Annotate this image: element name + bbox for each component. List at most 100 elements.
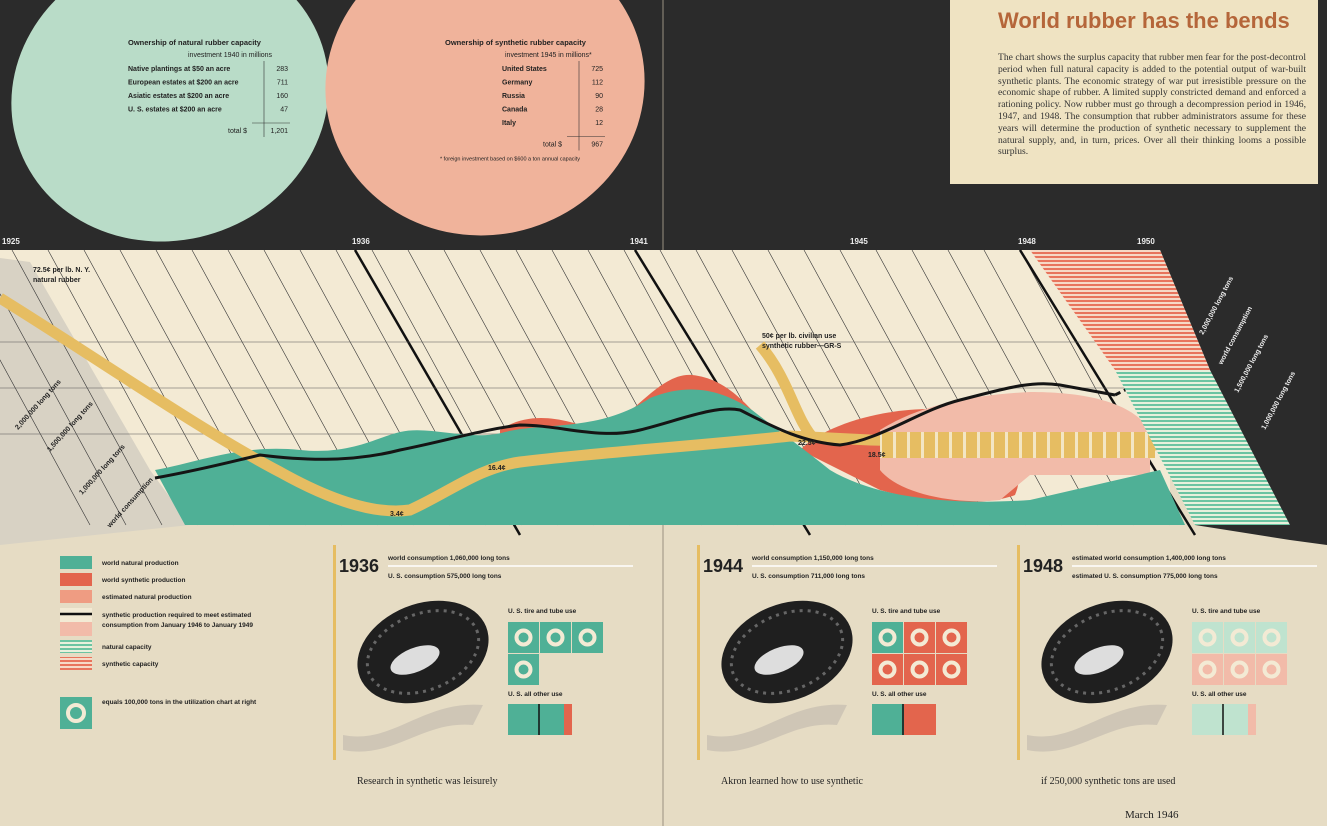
tire-icon xyxy=(572,622,603,653)
row-value: 160 xyxy=(276,93,288,100)
diagonal xyxy=(947,249,1099,526)
price-label: 72.5¢ per lb. N. Y. xyxy=(33,267,90,274)
panel-world: estimated world consumption 1,400,000 lo… xyxy=(1072,555,1226,562)
legend-swatch xyxy=(60,590,92,603)
price-point: 16.4¢ xyxy=(488,465,506,472)
legend-label: consumption from January 1946 to January… xyxy=(102,622,253,629)
tire-icon-ring xyxy=(1230,628,1249,647)
other-icon xyxy=(564,704,572,735)
legend-label: synthetic capacity xyxy=(102,661,159,668)
tire-icon-ring xyxy=(1262,628,1281,647)
other-icon xyxy=(904,704,928,735)
tire-icon-ring xyxy=(1230,660,1249,679)
tire-icon xyxy=(936,654,967,685)
price-label: natural rubber xyxy=(33,277,81,284)
total-label: total $ xyxy=(228,128,247,135)
year-label: 1950 xyxy=(1137,237,1155,246)
legend-label: natural capacity xyxy=(102,644,152,651)
panel-us: estimated U. S. consumption 775,000 long… xyxy=(1072,573,1218,580)
tire-icon-ring xyxy=(1198,628,1217,647)
tire-icon xyxy=(872,654,903,685)
title: World rubber has the bends xyxy=(998,8,1290,33)
row-label: Canada xyxy=(502,107,527,114)
synthetic-capacity xyxy=(1030,250,1210,370)
row-label: Germany xyxy=(502,80,532,87)
diagonal xyxy=(731,249,883,526)
table-subtitle: investment 1945 in millions* xyxy=(505,52,592,59)
panel-world: world consumption 1,150,000 long tons xyxy=(751,555,874,562)
legend: world natural production world synthetic … xyxy=(60,556,257,729)
diagonal xyxy=(11,249,163,526)
tire-icon xyxy=(904,622,935,653)
tire-icon-ring xyxy=(1198,660,1217,679)
panel-world: world consumption 1,060,000 long tons xyxy=(387,555,510,562)
synthetic-price-band xyxy=(755,341,820,444)
price-point: 18.5¢ xyxy=(868,452,886,459)
table-note: * foreign investment based on $600 a ton… xyxy=(440,157,580,163)
tire-icon-ring xyxy=(546,628,565,647)
panel-bar xyxy=(697,545,700,760)
legend-label: equals 100,000 tons in the utilization c… xyxy=(102,699,257,706)
tire-icon xyxy=(508,622,539,653)
year-label: 1948 xyxy=(1018,237,1036,246)
tire-icon xyxy=(1224,622,1255,653)
price-point: 22.5¢ xyxy=(798,440,816,447)
tire-label: U. S. tire and tube use xyxy=(1192,608,1261,615)
tire-label: U. S. tire and tube use xyxy=(872,608,941,615)
diagonal xyxy=(983,249,1135,526)
legend-label: estimated natural production xyxy=(102,594,192,601)
tire-tread xyxy=(729,609,845,695)
natural-oval xyxy=(11,0,329,242)
tire-rim xyxy=(754,645,804,675)
diagonal xyxy=(911,249,1063,526)
total-value: 1,201 xyxy=(270,128,288,135)
synthetic-oval xyxy=(325,0,645,236)
panel-us: U. S. consumption 711,000 long tons xyxy=(752,573,865,580)
tire-icon xyxy=(540,622,571,653)
legend-swatch xyxy=(60,573,92,586)
total-value: 967 xyxy=(591,142,603,149)
legend-label: world natural production xyxy=(101,560,179,567)
tube xyxy=(1027,704,1167,752)
table-title: Ownership of synthetic rubber capacity xyxy=(445,38,587,47)
tire-icon xyxy=(508,654,539,685)
price-label: synthetic rubber—GR-S xyxy=(762,343,842,350)
tire-label: U. S. tire and tube use xyxy=(508,608,577,615)
year-label: 1941 xyxy=(630,237,648,246)
tire-icon-ring xyxy=(878,660,897,679)
tables: Ownership of natural rubber capacity inve… xyxy=(128,38,605,163)
other-icon xyxy=(540,704,564,735)
year-label: 1925 xyxy=(2,237,20,246)
tire-rim xyxy=(1074,645,1124,675)
row-value: 711 xyxy=(277,80,288,87)
row-label: European estates at $200 an acre xyxy=(128,80,239,87)
tire-icon xyxy=(904,654,935,685)
other-label: U. S. all other use xyxy=(508,691,563,698)
row-value: 283 xyxy=(276,66,288,73)
row-value: 28 xyxy=(595,107,603,114)
legend-swatch xyxy=(60,556,92,569)
tire-icon-ring xyxy=(878,628,897,647)
year-label: 1945 xyxy=(850,237,868,246)
tire-icon xyxy=(1256,622,1287,653)
tire-rim xyxy=(390,645,440,675)
tire-icon xyxy=(1224,654,1255,685)
tube xyxy=(707,704,847,752)
tube xyxy=(343,704,483,752)
tire-icon-ring xyxy=(910,660,929,679)
panel-caption: Akron learned how to use synthetic xyxy=(721,776,863,787)
panel-bar xyxy=(1017,545,1020,760)
other-icon xyxy=(1248,704,1256,735)
tire-icon-ring xyxy=(514,660,533,679)
row-label: Native plantings at $50 an acre xyxy=(128,66,230,73)
row-label: Italy xyxy=(502,120,516,127)
tire-icon xyxy=(872,622,903,653)
tire-icon-ring xyxy=(942,628,961,647)
tire-icon xyxy=(1192,654,1223,685)
panels: 1936 world consumption 1,060,000 long ton… xyxy=(333,545,1317,787)
panel-bar xyxy=(333,545,336,760)
row-value: 47 xyxy=(280,107,288,114)
row-label: U. S. estates at $200 an acre xyxy=(128,107,222,114)
